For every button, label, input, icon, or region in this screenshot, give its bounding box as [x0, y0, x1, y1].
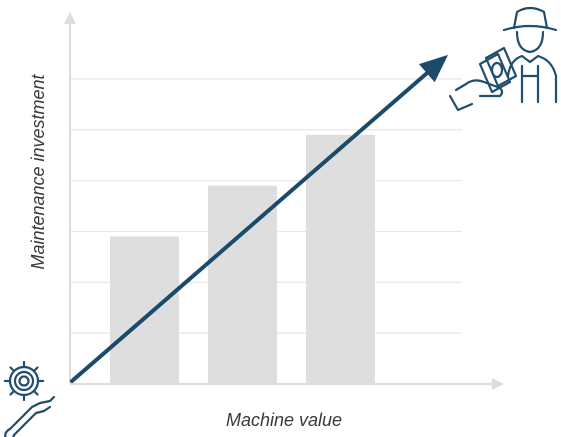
bar-2: [208, 185, 277, 384]
x-axis-label: Machine value: [226, 410, 342, 430]
trend-arrow-head: [419, 54, 448, 83]
y-axis-label: Maintenance investment: [28, 73, 48, 269]
y-axis-arrowhead: [64, 12, 76, 24]
x-axis-arrowhead: [492, 378, 504, 390]
trend-arrow-layer: [70, 54, 448, 383]
axes-layer: [64, 12, 504, 390]
farmer-cash-hand-icon: [448, 6, 558, 112]
bar-3: [306, 134, 375, 384]
gear-wrench-icon: [3, 360, 56, 437]
trend-arrow-shaft: [70, 71, 429, 383]
bar-1: [110, 236, 179, 384]
bars-layer: [110, 134, 375, 384]
